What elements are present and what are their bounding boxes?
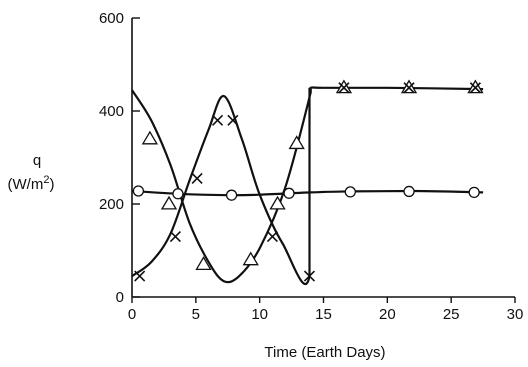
markers (132, 79, 484, 282)
x-marker (403, 82, 415, 94)
x-tick-label: 20 (379, 306, 396, 323)
x-marker (169, 230, 181, 243)
y-tick-label: 400 (99, 103, 124, 120)
circle-marker (344, 186, 356, 198)
axes: 0 5 10 15 20 25 30 0 200 400 600 (99, 10, 523, 323)
series-triangle-line (131, 86, 484, 284)
circle-marker (283, 187, 295, 199)
x-tick-label: 30 (507, 306, 524, 323)
triangle-marker (160, 195, 178, 210)
circle-marker (132, 185, 145, 197)
x-marker (338, 82, 350, 94)
circle-marker (403, 185, 415, 198)
circle-marker (172, 188, 184, 200)
x-marker (134, 270, 146, 282)
triangle-marker (288, 135, 305, 150)
triangle-marker (141, 130, 159, 145)
y-axis-unit-prefix: (W/m (8, 176, 44, 193)
curves (131, 86, 484, 286)
triangle-marker (195, 256, 212, 271)
series-x-line (131, 87, 311, 286)
x-marker (469, 82, 481, 94)
y-tick-label: 0 (116, 289, 124, 306)
x-marker (266, 230, 278, 243)
x-tick-label: 0 (128, 306, 136, 323)
y-axis-unit-superscript: 2 (43, 174, 49, 186)
x-tick-label: 15 (315, 306, 332, 323)
x-marker (211, 114, 224, 126)
y-axis-title: q (33, 152, 41, 169)
y-tick-label: 600 (99, 10, 124, 27)
x-tick-label: 25 (443, 306, 460, 323)
triangle-marker (242, 251, 259, 266)
triangle-marker (269, 195, 286, 210)
circle-marker (225, 189, 238, 201)
x-tick-label: 10 (251, 306, 268, 323)
y-axis-unit: (W/m2) (8, 174, 55, 193)
x-axis-title: Time (Earth Days) (264, 344, 385, 361)
circle-marker (468, 186, 480, 199)
y-tick-label: 200 (99, 196, 124, 213)
x-tick-label: 5 (192, 306, 200, 323)
x-marker (227, 114, 239, 126)
y-axis-unit-suffix: ) (49, 176, 54, 193)
x-marker (191, 172, 203, 184)
x-marker (303, 270, 316, 282)
